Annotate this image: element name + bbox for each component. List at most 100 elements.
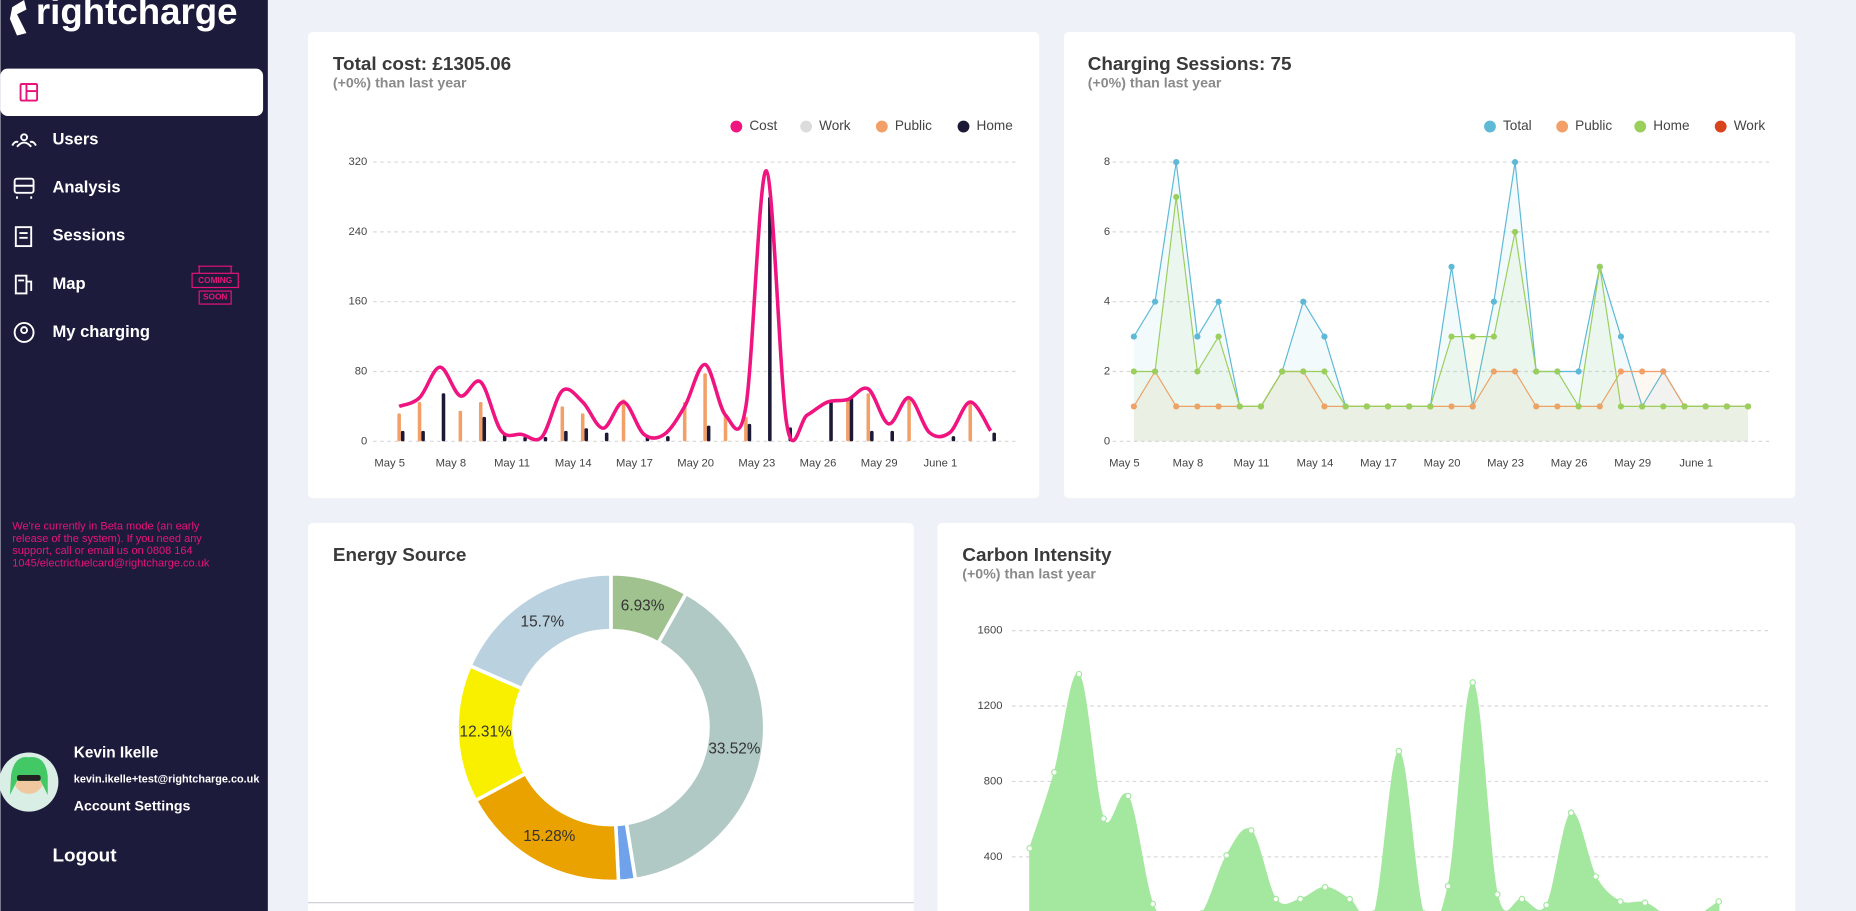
series-point — [1236, 403, 1243, 410]
legend-label: Work — [819, 118, 851, 133]
area-point — [1518, 895, 1526, 903]
beta-note: 1045/electricfuelcard@rightcharge.co.uk — [12, 558, 210, 570]
donut-slice — [624, 591, 767, 882]
series-point — [1533, 403, 1540, 410]
series-point — [1490, 333, 1497, 340]
icon-map — [14, 274, 28, 295]
icon-analysis-lines — [14, 184, 34, 199]
x-tick-label: May 26 — [1551, 458, 1588, 470]
beta-note: release of the system). If you need any — [12, 533, 202, 545]
nav-item[interactable]: Map — [52, 274, 85, 293]
chart-subtitle: (+0%) than last year — [1088, 76, 1222, 92]
bar — [846, 399, 850, 442]
area-point — [1051, 769, 1058, 776]
series-point — [1300, 368, 1307, 375]
icon-sessions — [14, 226, 33, 248]
x-tick-label: May 17 — [616, 458, 653, 470]
x-tick-label: May 20 — [677, 458, 714, 470]
series-point — [1660, 403, 1667, 410]
area-point — [1567, 809, 1575, 817]
bar — [441, 393, 446, 442]
series-point — [1639, 403, 1646, 410]
nav-item[interactable]: Analysis — [52, 178, 120, 197]
bar — [682, 402, 687, 442]
badge-box — [191, 272, 239, 289]
x-tick-label: May 23 — [1487, 458, 1524, 470]
icon-users — [20, 133, 29, 142]
series-area — [1133, 196, 1749, 442]
area-point — [1395, 747, 1403, 755]
account-settings[interactable]: Account Settings — [74, 799, 191, 815]
x-tick-label: May 26 — [800, 458, 837, 470]
bar — [478, 402, 483, 442]
bar — [829, 399, 833, 442]
legend-swatch — [1484, 120, 1496, 133]
area-point — [1272, 895, 1280, 903]
chart-subtitle: (+0%) than last year — [962, 567, 1096, 583]
nav-item[interactable]: Overview — [56, 82, 130, 101]
series-point — [1342, 403, 1349, 410]
x-tick-label: May 17 — [1360, 458, 1397, 470]
area-point — [1124, 792, 1132, 800]
chart-title: Total cost: £1305.06 — [333, 54, 511, 75]
y-tick-label: 400 — [984, 851, 1003, 863]
y-tick-label: 0 — [1104, 435, 1110, 447]
x-tick-label: June 1 — [1679, 458, 1713, 470]
series-point — [1300, 298, 1307, 305]
nav-item[interactable]: My charging — [52, 322, 149, 341]
legend-swatch — [1556, 120, 1569, 133]
logout[interactable]: Logout — [52, 846, 117, 867]
series-point — [1173, 159, 1180, 166]
area-point — [1223, 852, 1230, 859]
y-tick-label: 320 — [348, 156, 367, 168]
card — [1064, 31, 1796, 499]
series-point — [1130, 333, 1137, 340]
bar — [543, 436, 548, 442]
area — [1029, 673, 1720, 911]
avatar-glasses — [17, 774, 41, 781]
donut-label: 33.52% — [708, 741, 760, 758]
bar — [482, 416, 487, 442]
legend-swatch — [730, 120, 743, 133]
chart-subtitle: (+0%) than last year — [333, 76, 467, 92]
series-point — [1215, 298, 1222, 305]
chart-title: Charging Sessions: 75 — [1088, 54, 1292, 75]
bar — [951, 436, 956, 442]
donut-slice — [467, 572, 613, 691]
bar — [458, 410, 463, 442]
series-point — [1406, 403, 1413, 410]
bar — [768, 196, 772, 442]
nav-item[interactable]: Sessions — [52, 226, 125, 245]
series-point — [1321, 403, 1328, 410]
bar — [747, 423, 752, 442]
bar — [866, 393, 871, 442]
x-tick-label: May 8 — [436, 458, 467, 470]
series-point — [1151, 368, 1159, 375]
bar — [703, 373, 707, 442]
area-point — [1149, 900, 1157, 908]
series-point — [1173, 403, 1180, 410]
nav-item[interactable]: Users — [52, 130, 98, 149]
bar — [564, 430, 568, 442]
y-tick-label: 2 — [1104, 365, 1110, 377]
y-tick-label: 6 — [1104, 226, 1110, 238]
series-point — [1617, 403, 1625, 410]
logo[interactable]: rightcharge — [36, 0, 238, 32]
x-tick-label: May 29 — [861, 458, 898, 470]
bar — [723, 415, 728, 442]
area-point — [1641, 899, 1649, 907]
series-point — [1384, 403, 1392, 410]
area-point — [1075, 670, 1083, 678]
y-tick-label: 80 — [355, 365, 367, 377]
series-point — [1194, 368, 1201, 375]
series-point — [1575, 368, 1582, 375]
legend-label: Public — [895, 118, 932, 133]
icon-overview — [19, 83, 39, 102]
area-point — [1543, 901, 1550, 909]
nav-icons — [11, 83, 239, 343]
nav-badge: COMING — [198, 276, 232, 285]
series-point — [1130, 403, 1137, 410]
chart-title: Energy Source — [333, 545, 466, 566]
